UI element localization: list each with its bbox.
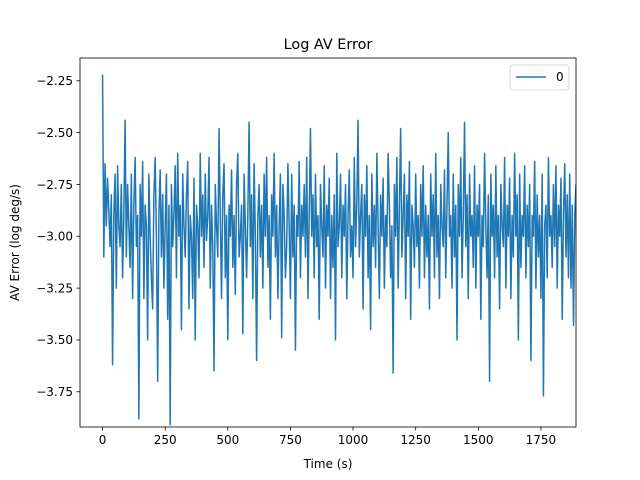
y-tick-label: −2.75 — [36, 178, 73, 192]
y-axis: −2.25 −2.50 −2.75 −3.00 −3.25 −3.50 −3.75 — [36, 74, 80, 399]
x-tick-label: 250 — [154, 433, 177, 447]
legend-series-label: 0 — [556, 70, 564, 84]
series-group — [101, 74, 576, 426]
x-tick-label: 500 — [216, 433, 239, 447]
x-tick-label: 750 — [279, 433, 302, 447]
y-tick-label: −3.25 — [36, 281, 73, 295]
x-tick-label: 0 — [99, 433, 107, 447]
x-tick-label: 1000 — [338, 433, 369, 447]
y-tick-label: −3.50 — [36, 333, 73, 347]
chart-title: Log AV Error — [284, 37, 373, 53]
x-axis: 0 250 500 750 1000 1250 1500 1750 — [99, 427, 556, 447]
y-tick-label: −3.00 — [36, 230, 73, 244]
x-tick-label: 1500 — [463, 433, 494, 447]
x-tick-label: 1750 — [526, 433, 557, 447]
axes-frame — [79, 57, 577, 428]
legend: 0 — [509, 64, 570, 91]
y-tick-label: −2.50 — [36, 126, 73, 140]
x-axis-label: Time (s) — [303, 457, 353, 471]
y-tick-label: −3.75 — [36, 385, 73, 399]
x-tick-label: 1250 — [400, 433, 431, 447]
plot-area — [79, 57, 577, 428]
y-axis-label: AV Error (log deg/s) — [8, 184, 22, 301]
series-line-0 — [101, 74, 576, 426]
y-tick-label: −2.25 — [36, 74, 73, 88]
